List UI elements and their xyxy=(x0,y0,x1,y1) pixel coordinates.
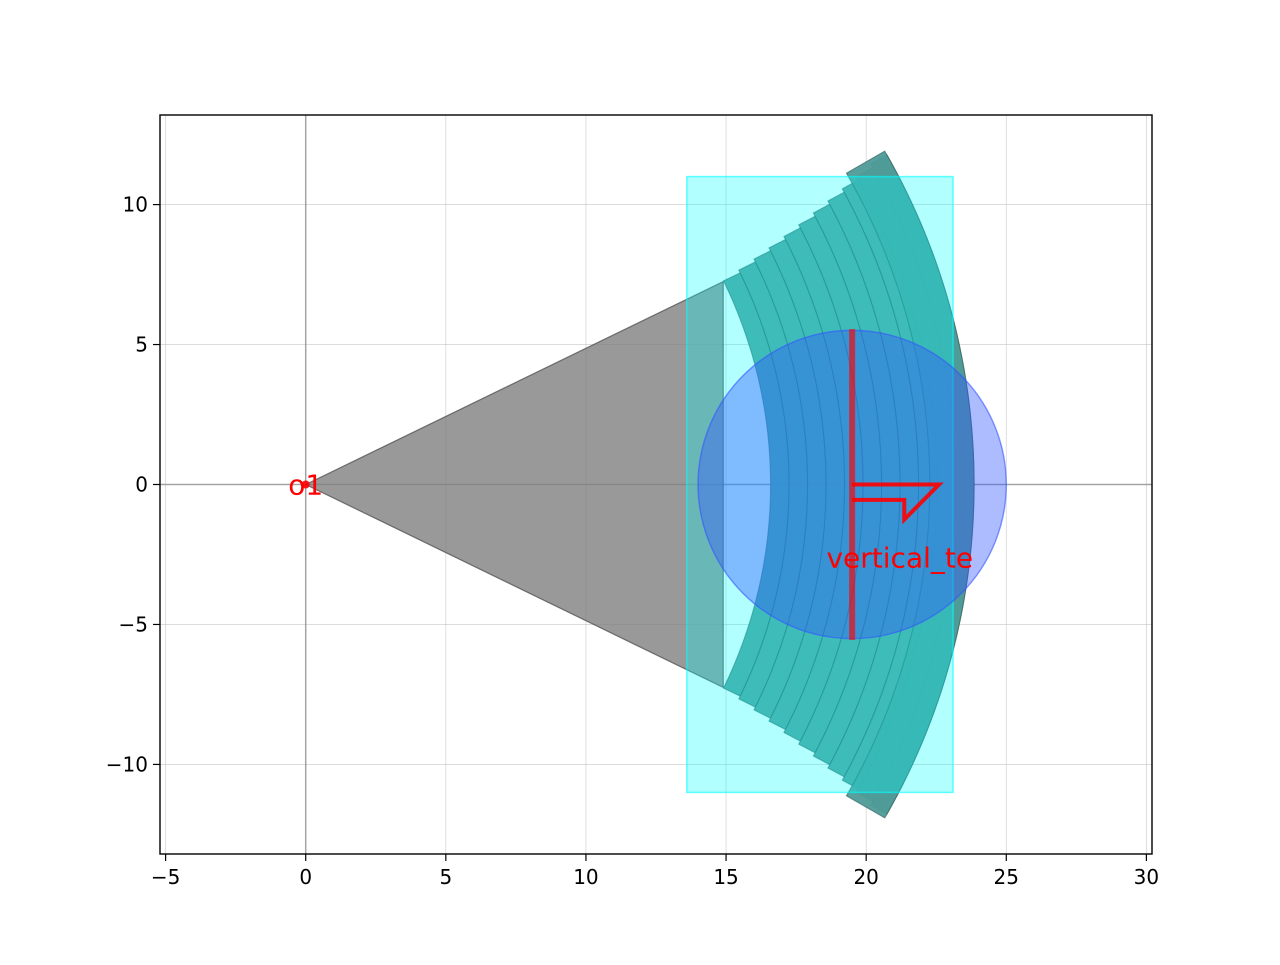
x-tick-label: 15 xyxy=(713,865,738,889)
grating-tooth xyxy=(845,150,975,819)
port-o1-marker xyxy=(301,480,310,489)
y-tick-label: 0 xyxy=(135,473,148,497)
x-tick-label: 0 xyxy=(299,865,312,889)
x-tick-label: −5 xyxy=(151,865,180,889)
port-label-vertical-te: vertical_te xyxy=(826,541,973,574)
plot-content xyxy=(301,150,1007,819)
x-tick-label: 5 xyxy=(439,865,452,889)
y-tick-label: 5 xyxy=(135,333,148,357)
y-tick-label: −5 xyxy=(119,612,148,636)
x-tick-label: 25 xyxy=(994,865,1019,889)
x-tick-label: 10 xyxy=(573,865,598,889)
port-vertical-te-arrow xyxy=(852,482,944,525)
axis-ticks: −5 0 5 10 15 20 25 30 −10 −5 0 5 10 xyxy=(106,193,1159,889)
taper-cone xyxy=(304,280,724,689)
port-label-o1: o1 xyxy=(288,469,323,502)
x-tick-label: 20 xyxy=(853,865,878,889)
y-tick-label: 10 xyxy=(123,193,148,217)
port-labels: o1 vertical_te xyxy=(288,469,973,575)
x-tick-label: 30 xyxy=(1134,865,1159,889)
y-tick-label: −10 xyxy=(106,752,148,776)
